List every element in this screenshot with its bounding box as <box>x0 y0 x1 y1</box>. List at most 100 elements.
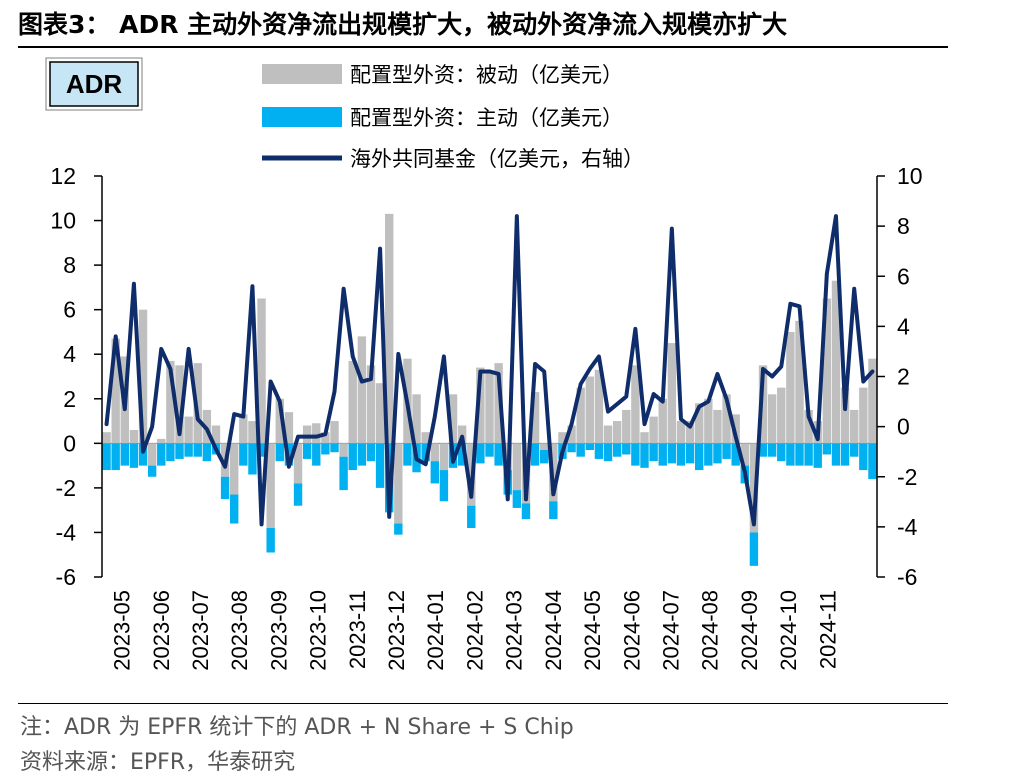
left-tick-label: 2 <box>63 386 76 412</box>
bar-passive <box>257 298 266 444</box>
bar-passive <box>312 423 321 444</box>
bar-active <box>120 443 129 466</box>
bar-passive <box>704 398 713 444</box>
bar-passive <box>777 387 786 444</box>
bar-passive <box>166 360 175 444</box>
x-tick-label: 2024-05 <box>580 590 605 671</box>
bar-active <box>494 443 503 466</box>
bar-active <box>439 470 449 502</box>
bar-active <box>840 443 850 466</box>
bar-active <box>576 443 585 457</box>
bar-active <box>530 443 540 466</box>
source-note: 资料来源：EPFR，华泰研究 <box>20 750 296 775</box>
x-tick-label: 2024-02 <box>463 590 488 671</box>
x-tick-label: 2023-11 <box>345 590 370 669</box>
bar-passive <box>603 425 613 444</box>
bar-active <box>704 443 713 466</box>
bar-passive <box>868 358 877 444</box>
bar-passive <box>494 363 503 444</box>
bar-passive <box>859 387 868 444</box>
bar-passive <box>795 320 804 444</box>
legend-swatch-passive <box>262 64 342 84</box>
bar-passive <box>585 376 594 444</box>
bar-active <box>512 490 522 508</box>
bar-passive <box>822 298 832 444</box>
legend-swatch-active <box>262 107 342 127</box>
bar-passive <box>740 443 749 466</box>
footnote: 注：ADR 为 EPFR 统计下的 ADR + N Share + S Chip <box>20 715 574 740</box>
bar-active <box>248 443 257 475</box>
bar-passive <box>111 338 120 444</box>
line-overseas <box>104 214 875 527</box>
bar-active <box>603 443 613 462</box>
bar-passive <box>695 403 704 444</box>
bar-passive <box>786 331 795 444</box>
right-tick-label: 8 <box>897 213 910 239</box>
bar-active <box>476 443 485 464</box>
right-tick-label: 10 <box>897 163 923 189</box>
right-tick-label: 0 <box>897 414 910 440</box>
x-tick-label: 2024-08 <box>698 590 723 671</box>
x-tick-label: 2023-06 <box>149 590 174 671</box>
bar-passive <box>685 421 695 444</box>
bar-passive <box>485 372 494 444</box>
bar-passive <box>448 394 458 444</box>
bar-active <box>375 443 385 488</box>
bar-active <box>193 443 202 457</box>
bar-passive <box>567 425 576 444</box>
bar-passive <box>540 443 549 451</box>
left-tick-label: -6 <box>56 564 76 590</box>
bar-passive <box>676 421 686 444</box>
bar-active <box>202 443 212 462</box>
bar-active <box>147 465 157 477</box>
bar-active <box>850 443 859 457</box>
bar-passive <box>138 309 148 444</box>
bar-active <box>822 443 832 455</box>
right-tick-label: 4 <box>897 313 910 339</box>
bar-active <box>293 483 303 506</box>
bar-passive <box>658 398 667 444</box>
bar-active <box>831 443 841 466</box>
bar-active <box>731 443 740 466</box>
title-rule <box>18 46 948 48</box>
bar-passive <box>512 443 522 491</box>
bar-passive <box>147 443 157 466</box>
bar-passive <box>394 443 403 524</box>
bar-active <box>612 443 622 457</box>
bar-active <box>457 443 467 466</box>
bar-passive <box>175 365 184 444</box>
bar-active <box>394 523 403 535</box>
line-layer <box>104 214 875 527</box>
bar-active <box>102 443 111 471</box>
bar-passive <box>622 409 631 444</box>
bar-active <box>767 443 777 457</box>
bar-active <box>649 443 658 462</box>
left-tick-label: 8 <box>63 252 76 278</box>
x-tick-label: 2024-01 <box>423 590 448 671</box>
bar-passive <box>439 443 449 471</box>
bar-active <box>713 443 722 464</box>
bar-active <box>640 443 649 468</box>
bar-passive <box>211 425 221 444</box>
legend-label-passive: 配置型外资：被动（亿美元） <box>350 63 623 87</box>
bar-active <box>695 443 704 471</box>
adr-label-box: ADR <box>45 57 143 111</box>
bar-active <box>667 443 677 464</box>
x-tick-label: 2024-03 <box>502 590 527 671</box>
x-tick-label: 2024-06 <box>619 590 644 671</box>
bar-active <box>330 443 339 453</box>
bar-passive <box>421 432 430 444</box>
bar-active <box>594 443 604 459</box>
bar-passive <box>412 394 421 444</box>
bar-passive <box>321 432 330 444</box>
right-tick-label: 6 <box>897 263 910 289</box>
x-tick-label: 2024-04 <box>541 590 566 671</box>
bar-passive <box>357 336 367 444</box>
bar-active <box>166 443 175 462</box>
left-tick-label: 4 <box>63 341 76 367</box>
bar-passive <box>193 363 202 444</box>
bar-active <box>749 532 759 566</box>
bar-active <box>777 443 786 462</box>
left-tick-label: -4 <box>56 519 77 545</box>
left-tick-label: 6 <box>63 297 76 323</box>
